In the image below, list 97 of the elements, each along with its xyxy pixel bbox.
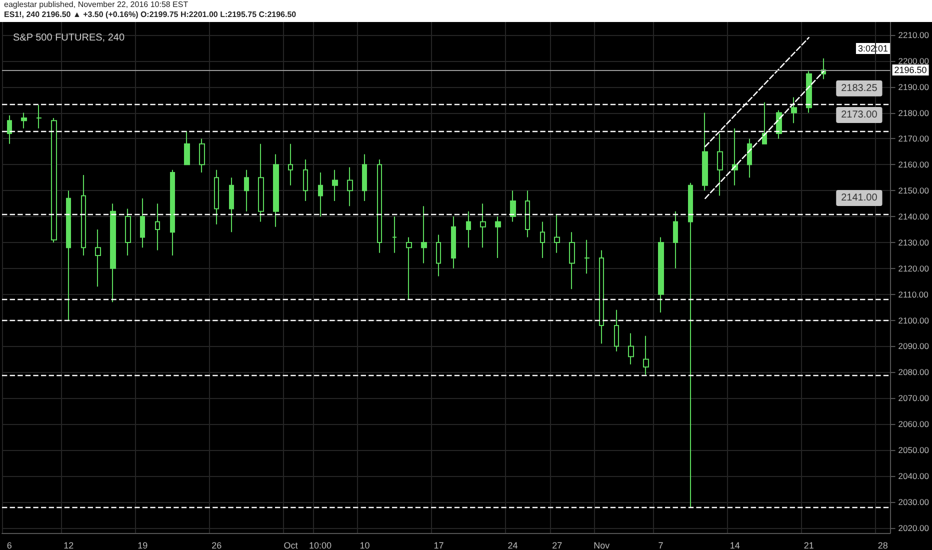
x-tick-label: 24 — [508, 540, 518, 550]
candlestick — [673, 210, 678, 269]
candlestick — [599, 250, 604, 344]
x-tick-label: Nov — [594, 540, 610, 550]
candlestick — [658, 236, 664, 314]
x-tick-label: 21 — [804, 540, 814, 550]
y-tick-label: 2130.00 — [898, 237, 930, 248]
y-tick-label: 2110.00 — [898, 289, 929, 300]
candlestick — [732, 128, 738, 186]
candlestick — [614, 309, 619, 352]
candlestick — [184, 130, 190, 166]
candlestick — [155, 203, 160, 251]
candlestick — [95, 229, 101, 288]
candlestick — [362, 154, 367, 202]
x-tick-label: 17 — [434, 540, 444, 550]
x-tick-label: 10 — [360, 540, 370, 550]
candlestick — [140, 198, 145, 248]
y-tick-label: 2070.00 — [898, 393, 930, 404]
x-tick-label: 27 — [552, 540, 562, 550]
ref-line-label: 2196.50 — [894, 64, 927, 75]
candlestick — [717, 133, 723, 196]
candlestick — [81, 174, 86, 256]
candlestick — [110, 203, 116, 303]
candlestick — [125, 208, 131, 256]
y-tick-label: 2050.00 — [898, 444, 930, 455]
x-tick-label: 12 — [64, 540, 74, 550]
x-tick-label: 7 — [658, 540, 664, 550]
candlestick — [392, 216, 397, 254]
candlestick — [421, 206, 427, 264]
candlestick — [495, 216, 501, 259]
candlestick — [273, 154, 279, 228]
candlestick — [21, 112, 27, 129]
y-tick-label: 2150.00 — [898, 186, 930, 196]
y-tick-label: 2210.00 — [898, 30, 930, 40]
candlestick — [36, 104, 42, 129]
candlestick — [451, 216, 456, 269]
candlestick — [7, 114, 12, 144]
text: eaglestar published, November 22, 2016 10:58 EST — [4, 0, 190, 10]
y-tick-label: 2040.00 — [898, 470, 930, 481]
x-tick-label: 26 — [212, 540, 222, 550]
candlestick — [791, 96, 797, 124]
text: ES1!, 240 2196.50 ▲ +3.50 (+0.16%) O:2199.75 H:2201.00 L:2195.75 C:2196.50 — [4, 10, 298, 20]
candlestick — [229, 177, 234, 233]
candlestick — [288, 143, 293, 186]
candlestick — [702, 112, 708, 192]
candlestick — [377, 158, 382, 254]
candlestick — [406, 236, 412, 300]
y-tick-label: 2170.00 — [898, 134, 930, 144]
y-tick-label: 2180.00 — [898, 108, 930, 118]
candlestick — [347, 166, 353, 207]
y-tick-label: 2140.00 — [898, 212, 930, 222]
candlestick — [762, 102, 767, 144]
y-tick-label: 2080.00 — [898, 367, 930, 378]
candlestick — [244, 169, 249, 212]
candlestick — [332, 169, 338, 202]
ref-line-label: 2173.00 — [841, 109, 878, 120]
ref-line-label: 2183.25 — [841, 82, 878, 94]
candlestick — [569, 232, 575, 290]
y-tick-label: 2060.00 — [898, 419, 930, 430]
x-tick-label: 19 — [138, 540, 148, 550]
x-tick-label: 6 — [6, 540, 12, 550]
y-tick-label: 2030.00 — [898, 496, 930, 507]
y-tick-label: 2120.00 — [898, 263, 930, 274]
candlestick — [540, 221, 545, 259]
y-tick-label: 2100.00 — [898, 315, 930, 326]
candlestick — [554, 213, 560, 254]
candlestick — [303, 158, 308, 202]
y-tick-label: 2190.00 — [898, 82, 930, 92]
candlestick — [199, 138, 205, 173]
candlestick — [318, 172, 323, 218]
candlestick — [747, 138, 752, 178]
candlestick — [214, 169, 219, 225]
candlestick — [628, 332, 634, 365]
candlestick — [258, 143, 264, 222]
y-tick-label: 2200.00 — [898, 56, 930, 66]
candlestick — [584, 239, 590, 274]
text: S&P 500 FUTURES, 240 — [13, 32, 125, 44]
y-tick-label: 2090.00 — [898, 341, 930, 352]
candlestick — [51, 117, 57, 243]
candlestick — [510, 190, 516, 222]
candlestick — [480, 203, 486, 248]
y-tick-label: 2020.00 — [898, 522, 930, 533]
candlestick — [466, 210, 471, 248]
x-tick-label: Oct — [284, 540, 298, 550]
candlestick — [776, 110, 782, 140]
candlestick — [170, 169, 175, 256]
candlestick — [643, 335, 649, 376]
candlestick — [806, 70, 812, 114]
x-tick-label: 28 — [878, 540, 888, 550]
candlestick — [688, 182, 693, 508]
x-tick-label: 10:00 — [309, 540, 332, 550]
candlestick — [66, 190, 71, 321]
x-tick-label: 14 — [730, 540, 740, 550]
candlestick — [525, 190, 530, 238]
ref-line-label: 2141.00 — [841, 192, 878, 204]
candlestick — [436, 234, 441, 277]
y-tick-label: 2160.00 — [898, 160, 930, 170]
